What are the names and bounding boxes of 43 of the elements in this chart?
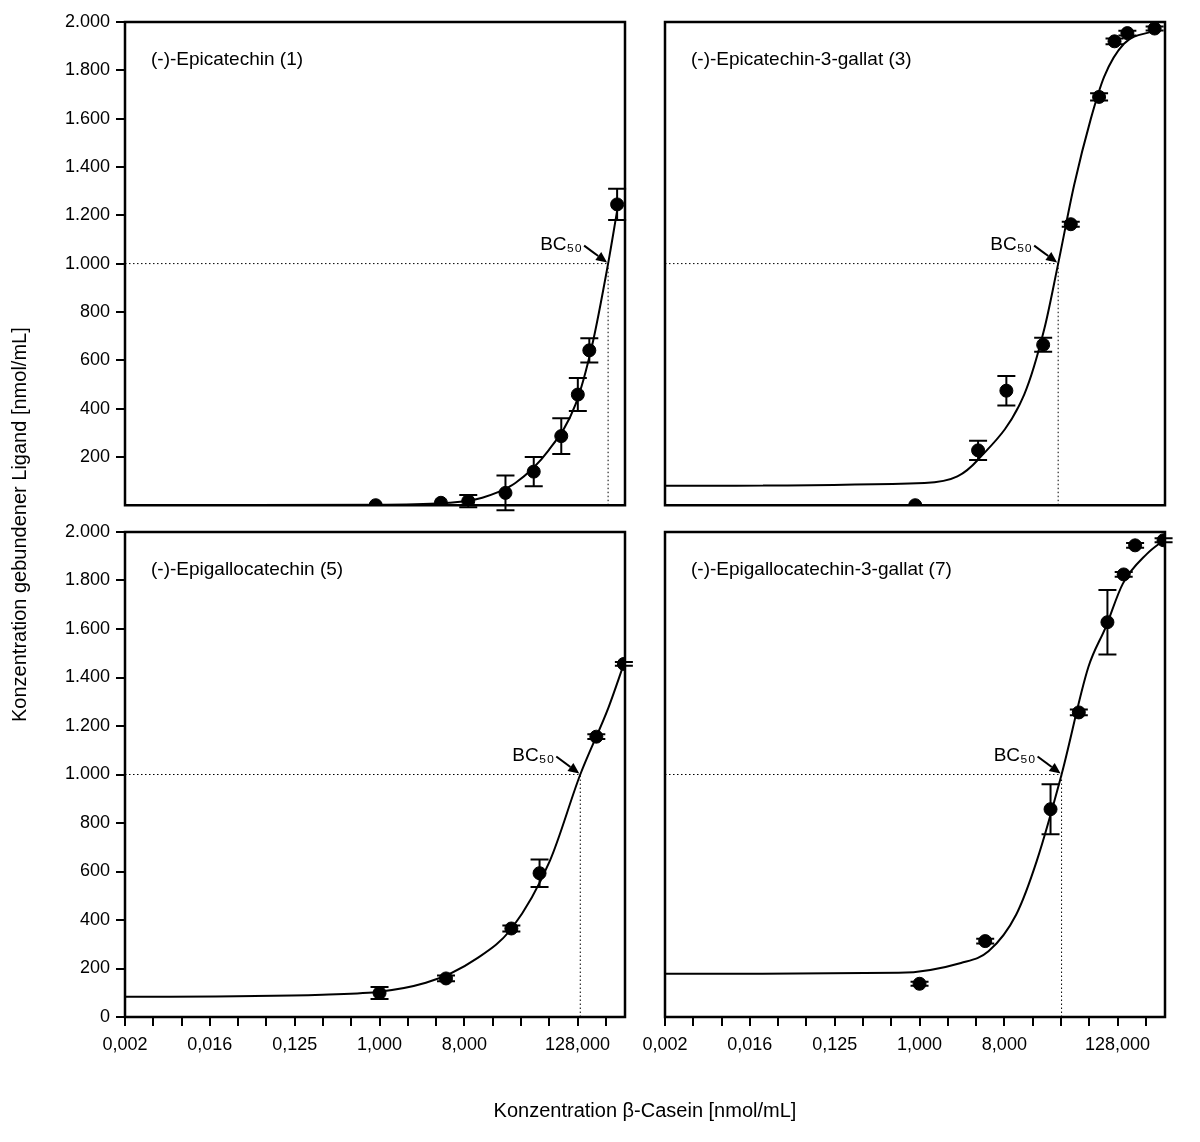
y-tick-label: 800 xyxy=(79,811,110,832)
annotation: BC₅₀ xyxy=(990,232,1033,254)
annotation: BC₅₀ xyxy=(540,232,583,254)
y-tick-label: 1.400 xyxy=(64,155,110,176)
y-tick-label: 400 xyxy=(79,397,110,418)
y-tick-label: 1.800 xyxy=(64,569,110,590)
x-tick-label: 0,125 xyxy=(812,1033,858,1054)
x-tick-label: 8,000 xyxy=(981,1033,1027,1054)
y-tick-label: 1.200 xyxy=(64,204,110,225)
y-tick-label: 1.200 xyxy=(64,714,110,735)
x-tick-label: 0,125 xyxy=(272,1033,318,1054)
y-tick-label: 600 xyxy=(79,349,110,370)
x-tick-label: 128,000 xyxy=(1084,1033,1151,1054)
y-tick-label: 800 xyxy=(79,300,110,321)
y-tick-label: 600 xyxy=(79,860,110,881)
y-tick-label: 200 xyxy=(79,957,110,978)
y-tick-label: 1.400 xyxy=(64,666,110,687)
text: (-)-Epicatechin (1) xyxy=(151,48,304,70)
x-tick-label: 0,016 xyxy=(727,1033,773,1054)
x-tick-label: 0,016 xyxy=(187,1033,233,1054)
x-tick-label: 8,000 xyxy=(441,1033,487,1054)
y-axis-title: Konzentration gebundener Ligand [nmol/mL] xyxy=(6,326,31,725)
y-tick-label: 0 xyxy=(99,1005,110,1026)
text: (-)-Epigallocatechin-3-gallat (7) xyxy=(691,558,952,580)
annotation: BC₅₀ xyxy=(993,743,1036,765)
x-tick-label: 128,000 xyxy=(544,1033,611,1054)
x-tick-label: 0,002 xyxy=(102,1033,148,1054)
text: (-)-Epicatechin-3-gallat (3) xyxy=(691,48,912,70)
y-tick-label: 1.800 xyxy=(64,59,110,80)
annotation: BC₅₀ xyxy=(512,743,555,765)
x-tick-label: 0,002 xyxy=(642,1033,688,1054)
y-tick-label: 400 xyxy=(79,908,110,929)
x-tick-label: 1,000 xyxy=(357,1033,403,1054)
text: (-)-Epigallocatechin (5) xyxy=(151,558,344,580)
y-tick-label: 2.000 xyxy=(64,520,110,541)
y-tick-label: 1.000 xyxy=(64,763,110,784)
x-axis-title: Konzentration β-Casein [nmol/mL] xyxy=(492,1099,798,1122)
x-tick-label: 1,000 xyxy=(897,1033,943,1054)
y-tick-label: 1.000 xyxy=(64,252,110,273)
y-tick-label: 2.000 xyxy=(64,10,110,31)
y-tick-label: 200 xyxy=(79,445,110,466)
y-tick-label: 1.600 xyxy=(64,107,110,128)
y-tick-label: 1.600 xyxy=(64,617,110,638)
